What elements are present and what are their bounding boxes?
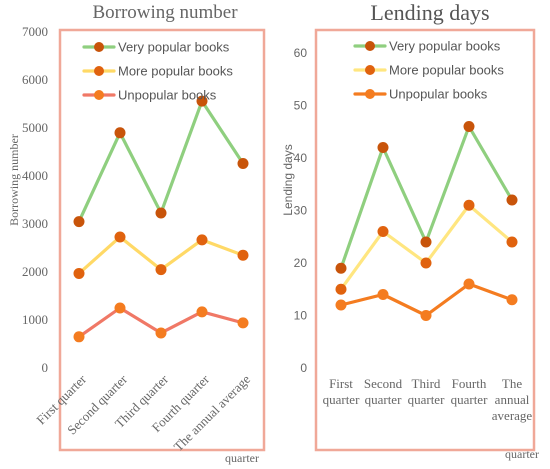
legend-marker	[365, 65, 375, 75]
y-tick-label: 5000	[22, 120, 48, 135]
data-point	[155, 327, 167, 339]
data-point	[196, 234, 208, 246]
data-point	[335, 299, 347, 311]
y-tick-label: 10	[294, 309, 308, 323]
legend-marker	[94, 90, 104, 100]
x-axis-label: quarter	[225, 451, 259, 465]
legend-label: Very popular books	[389, 39, 501, 54]
y-tick-label: 3000	[22, 216, 48, 231]
y-tick-label: 60	[294, 46, 308, 60]
legend-label: More popular books	[118, 64, 233, 79]
data-point	[463, 121, 475, 132]
chart-frame	[58, 28, 266, 452]
data-point	[463, 278, 475, 290]
borrowing-number-chart: Borrowing number Borrowing number quarte…	[7, 2, 266, 465]
y-tick-label: 40	[294, 151, 308, 165]
x-tick-label: The annual average	[492, 376, 533, 423]
data-point	[114, 231, 126, 243]
legend-label: Very popular books	[118, 40, 230, 55]
data-point	[463, 199, 475, 211]
lending-days-chart: Lending days Lending days quarter 0 10 20 3…	[281, 0, 539, 461]
legend-label: Unpopular books	[389, 87, 488, 102]
data-point	[335, 262, 347, 274]
data-point	[377, 226, 389, 237]
x-tick-label: First quarter	[323, 376, 360, 407]
legend-label: Unpopular books	[118, 88, 217, 103]
y-tick-label: 0	[300, 361, 307, 375]
data-point	[237, 158, 249, 170]
y-tick-label: 0	[42, 360, 49, 375]
y-tick-label: 4000	[22, 168, 48, 183]
data-point	[377, 289, 389, 300]
y-tick-label: 30	[294, 204, 308, 218]
legend-label: More popular books	[389, 63, 504, 78]
y-axis-label: Lending days	[281, 144, 295, 215]
legend-marker	[94, 42, 104, 52]
y-tick-label: 2000	[22, 264, 48, 279]
x-axis-label: quarter	[505, 447, 539, 461]
y-tick-label: 7000	[22, 24, 48, 39]
data-point	[506, 294, 518, 306]
chart-title: Borrowing number	[92, 2, 238, 23]
y-tick-label: 50	[294, 99, 308, 113]
data-point	[420, 310, 432, 321]
y-axis-label: Borrowing number	[7, 134, 21, 226]
y-tick-label: 20	[294, 256, 308, 270]
data-point	[73, 267, 85, 279]
x-tick-label: Third quarter	[408, 376, 445, 407]
data-point	[73, 216, 85, 228]
data-point	[420, 236, 432, 248]
legend-marker	[365, 41, 375, 51]
data-point	[114, 302, 126, 314]
data-point	[196, 306, 208, 318]
y-tick-label: 6000	[22, 72, 48, 87]
chart-title: Lending days	[370, 0, 489, 25]
chart-frame	[314, 28, 536, 452]
data-point	[377, 142, 389, 153]
data-point	[196, 95, 208, 107]
legend-marker	[365, 89, 375, 99]
x-tick-label: Second quarter	[364, 376, 403, 407]
series-line	[77, 99, 245, 224]
data-point	[237, 249, 249, 261]
data-point	[73, 331, 85, 343]
legend-marker	[94, 66, 104, 76]
x-tick-label: The annual average	[171, 371, 254, 454]
data-point	[155, 264, 167, 276]
data-point	[114, 127, 126, 139]
data-point	[420, 257, 432, 269]
data-point	[506, 194, 518, 206]
data-point	[506, 236, 518, 248]
data-point	[237, 317, 249, 329]
data-point	[335, 283, 347, 295]
x-tick-label: Fourth quarter	[451, 376, 488, 407]
y-tick-label: 1000	[22, 312, 48, 327]
data-point	[155, 207, 167, 219]
